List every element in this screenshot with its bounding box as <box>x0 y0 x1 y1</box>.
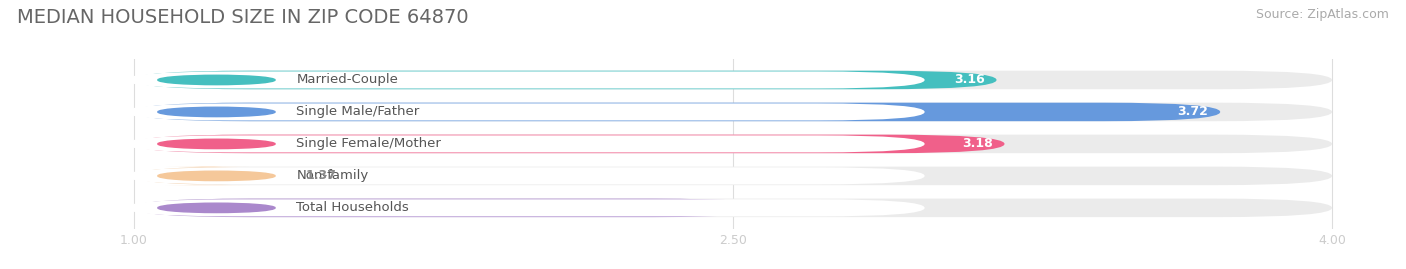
FancyBboxPatch shape <box>134 199 1331 217</box>
Text: 1.37: 1.37 <box>305 169 336 182</box>
FancyBboxPatch shape <box>134 71 1331 89</box>
Text: 3.72: 3.72 <box>1177 105 1208 118</box>
Text: 3.18: 3.18 <box>962 137 993 150</box>
Circle shape <box>157 203 276 213</box>
FancyBboxPatch shape <box>134 167 1331 185</box>
FancyBboxPatch shape <box>127 199 925 216</box>
Text: Single Female/Mother: Single Female/Mother <box>297 137 441 150</box>
FancyBboxPatch shape <box>127 167 925 185</box>
Circle shape <box>157 75 276 85</box>
Text: Married-Couple: Married-Couple <box>297 73 398 86</box>
Text: 3.16: 3.16 <box>953 73 984 86</box>
FancyBboxPatch shape <box>134 199 769 217</box>
FancyBboxPatch shape <box>134 135 1331 153</box>
Text: 2.59: 2.59 <box>725 201 756 214</box>
FancyBboxPatch shape <box>127 103 925 121</box>
Text: MEDIAN HOUSEHOLD SIZE IN ZIP CODE 64870: MEDIAN HOUSEHOLD SIZE IN ZIP CODE 64870 <box>17 8 468 27</box>
Text: Non-family: Non-family <box>297 169 368 182</box>
Circle shape <box>157 139 276 148</box>
FancyBboxPatch shape <box>134 135 1004 153</box>
Circle shape <box>157 171 276 180</box>
Text: Total Households: Total Households <box>297 201 409 214</box>
FancyBboxPatch shape <box>127 72 925 89</box>
FancyBboxPatch shape <box>134 103 1331 121</box>
Text: Source: ZipAtlas.com: Source: ZipAtlas.com <box>1256 8 1389 21</box>
FancyBboxPatch shape <box>134 167 281 185</box>
FancyBboxPatch shape <box>134 103 1220 121</box>
Text: Single Male/Father: Single Male/Father <box>297 105 419 118</box>
FancyBboxPatch shape <box>127 135 925 153</box>
Circle shape <box>157 107 276 117</box>
FancyBboxPatch shape <box>134 71 997 89</box>
